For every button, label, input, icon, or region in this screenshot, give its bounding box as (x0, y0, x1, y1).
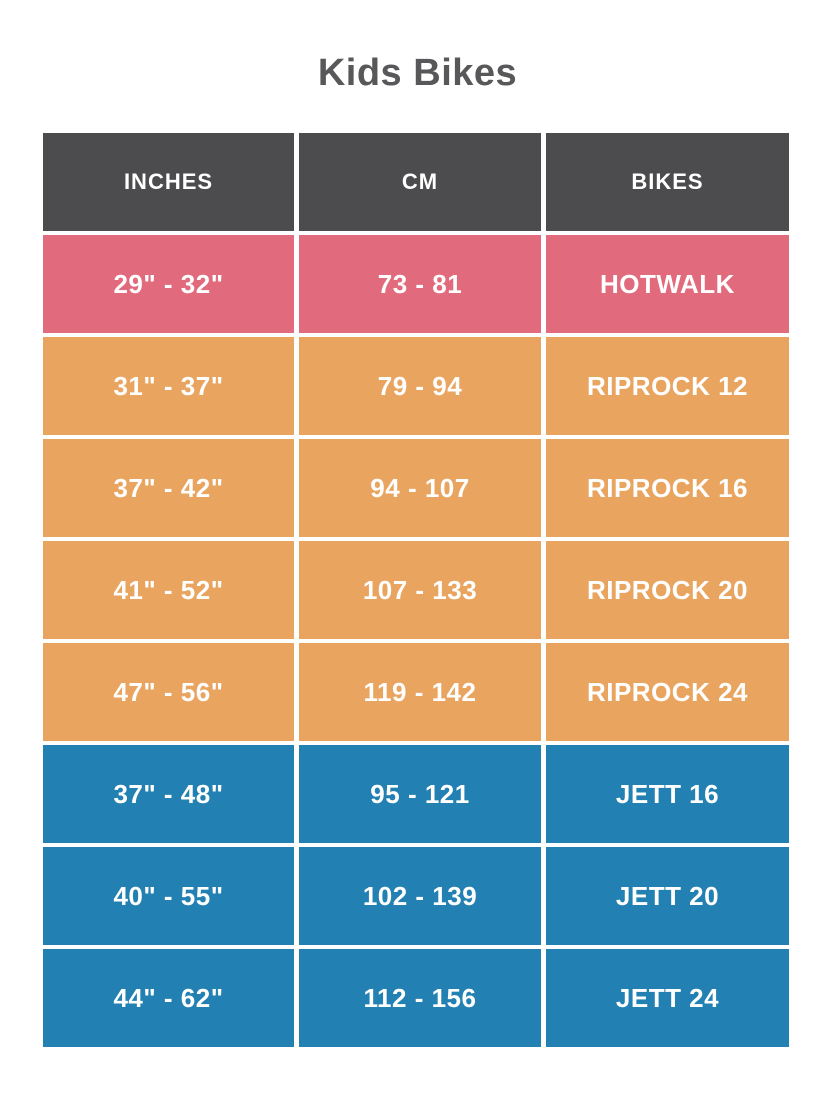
cell-cm: 73 - 81 (299, 235, 541, 333)
column-header-bikes: BIKES (546, 133, 789, 231)
cell-bike: JETT 16 (546, 745, 789, 843)
size-chart-table: INCHES CM BIKES 29" - 32" 73 - 81 HOTWAL… (43, 133, 789, 1047)
cell-bike: RIPROCK 16 (546, 439, 789, 537)
cell-inches: 40" - 55" (43, 847, 294, 945)
cell-cm: 95 - 121 (299, 745, 541, 843)
cell-bike: RIPROCK 24 (546, 643, 789, 741)
cell-cm: 94 - 107 (299, 439, 541, 537)
column-header-inches: INCHES (43, 133, 294, 231)
page-title: Kids Bikes (317, 52, 518, 94)
cell-inches: 31" - 37" (43, 337, 294, 435)
cell-inches: 37" - 48" (43, 745, 294, 843)
cell-bike: RIPROCK 20 (546, 541, 789, 639)
cell-cm: 112 - 156 (299, 949, 541, 1047)
cell-inches: 29" - 32" (43, 235, 294, 333)
cell-inches: 37" - 42" (43, 439, 294, 537)
cell-bike: HOTWALK (546, 235, 789, 333)
cell-cm: 79 - 94 (299, 337, 541, 435)
cell-cm: 107 - 133 (299, 541, 541, 639)
cell-bike: JETT 20 (546, 847, 789, 945)
cell-cm: 102 - 139 (299, 847, 541, 945)
cell-cm: 119 - 142 (299, 643, 541, 741)
cell-bike: RIPROCK 12 (546, 337, 789, 435)
cell-inches: 41" - 52" (43, 541, 294, 639)
cell-bike: JETT 24 (546, 949, 789, 1047)
cell-inches: 47" - 56" (43, 643, 294, 741)
cell-inches: 44" - 62" (43, 949, 294, 1047)
column-header-cm: CM (299, 133, 541, 231)
